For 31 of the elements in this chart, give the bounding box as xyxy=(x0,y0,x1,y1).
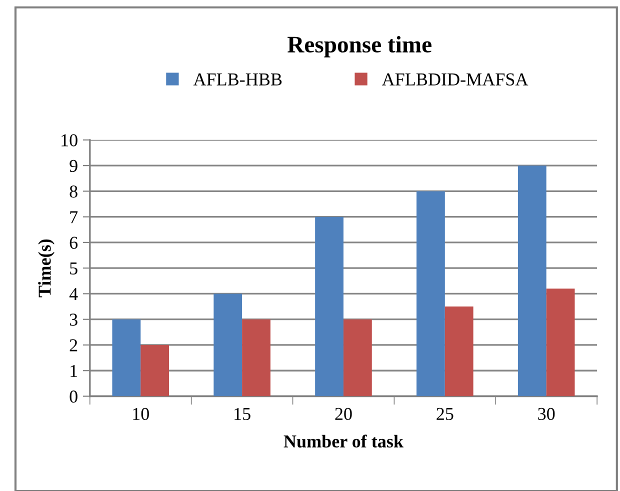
y-tick-label: 1 xyxy=(70,364,78,377)
legend-label: AFLB-HBB xyxy=(193,73,282,86)
x-tick-label: 20 xyxy=(335,408,352,420)
bar xyxy=(214,294,242,396)
y-tick-label: 6 xyxy=(70,236,78,249)
y-tick-label: 3 xyxy=(70,314,78,326)
y-tick-label: 0 xyxy=(70,390,78,403)
y-tick-label: 4 xyxy=(69,288,78,300)
bar xyxy=(112,319,141,396)
bar xyxy=(343,319,372,396)
y-axis-title: Time(s) xyxy=(38,239,54,298)
y-tick-label: 8 xyxy=(70,185,78,198)
bar xyxy=(315,216,344,396)
y-tick-label: 10 xyxy=(62,134,78,146)
bar xyxy=(416,191,445,396)
y-tick-label: 7 xyxy=(70,211,78,224)
x-tick-label: 15 xyxy=(234,408,250,420)
x-tick-label: 10 xyxy=(133,408,149,420)
bar xyxy=(546,288,575,396)
x-tick-label: 30 xyxy=(538,408,555,420)
x-tick-label: 25 xyxy=(436,408,454,420)
bar xyxy=(444,306,474,396)
x-axis-title: Number of task xyxy=(284,434,404,448)
y-tick-label: 5 xyxy=(70,262,78,275)
bar xyxy=(140,344,170,396)
legend-label: AFLBDID-MAFSA xyxy=(382,73,528,86)
y-tick-label: 9 xyxy=(70,160,78,172)
chart-title: Response time xyxy=(288,36,432,58)
bar xyxy=(518,166,546,396)
bar xyxy=(242,319,270,396)
y-tick-label: 2 xyxy=(70,339,78,352)
